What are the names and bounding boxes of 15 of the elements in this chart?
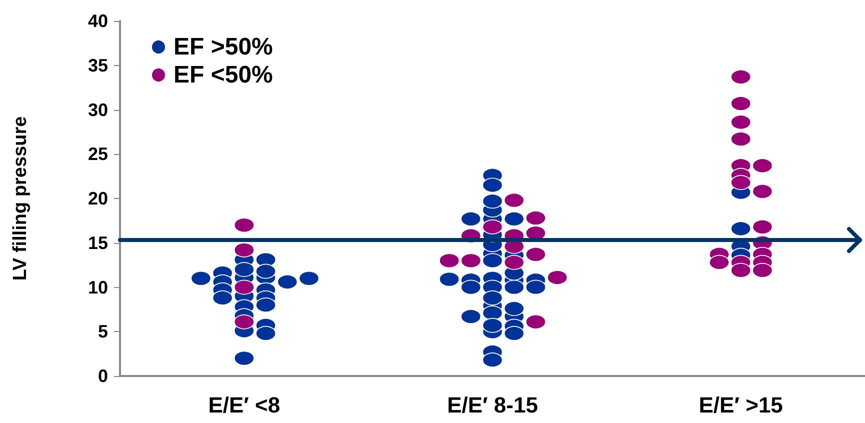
y-tick-label: 15 — [88, 232, 108, 253]
y-tick-label: 10 — [88, 277, 108, 298]
y-tick-label: 20 — [88, 188, 108, 208]
y-tick-label: 30 — [88, 100, 108, 120]
y-axis-title: LV filling pressure — [10, 116, 31, 281]
y-tick-label: 35 — [88, 55, 108, 76]
y-tick-label: 5 — [98, 322, 108, 342]
x-tick-label: E/E′ <8 — [208, 392, 280, 418]
y-tick-label: 25 — [88, 144, 108, 164]
x-tick-label: E/E′ 8-15 — [447, 392, 538, 418]
y-tick-label: 0 — [98, 366, 108, 386]
legend-label: EF >50% — [174, 34, 273, 60]
legend-label: EF <50% — [174, 62, 273, 88]
y-tick-label: 40 — [88, 11, 108, 31]
x-tick-label: E/E′ >15 — [698, 392, 783, 418]
